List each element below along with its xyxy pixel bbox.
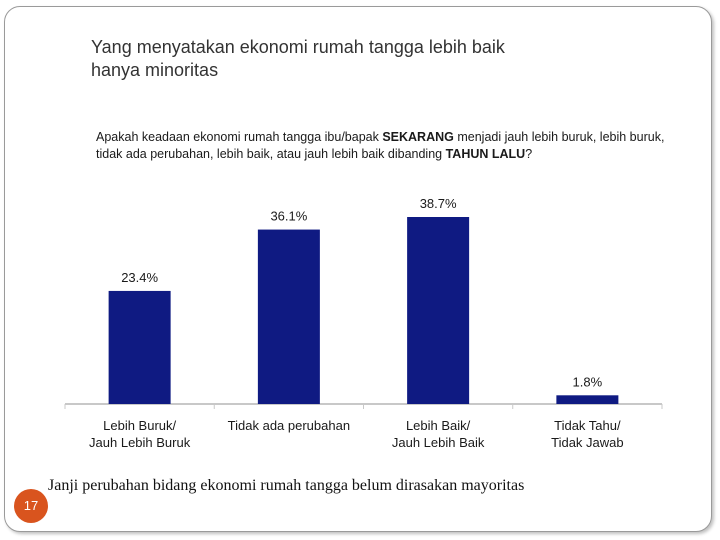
slide-title: Yang menyatakan ekonomi rumah tangga leb… [91,36,651,82]
category-tick-label: Tidak Jawab [551,435,624,450]
category-tick-label: Lebih Buruk/ [103,418,176,433]
bar-value-label: 1.8% [573,374,603,389]
bar-value-label: 38.7% [420,196,457,211]
question-emphasis-last-year: TAHUN LALU [445,147,526,161]
category-tick-label: Jauh Lebih Baik [392,435,485,450]
question-part-3: ? [525,147,533,161]
question-emphasis-now: SEKARANG [382,130,454,144]
category-tick-label: Jauh Lebih Buruk [89,435,191,450]
slide-title-line-2: hanya minoritas [91,60,219,80]
category-tick-label: Tidak ada perubahan [228,418,350,433]
page-number-badge: 17 [14,489,48,523]
slide-frame [4,6,712,532]
bar [407,217,470,404]
category-tick-label: Lebih Baik/ [406,418,471,433]
survey-question: Apakah keadaan ekonomi rumah tangga ibu/… [96,129,676,163]
bar [556,395,619,404]
bar-value-label: 36.1% [270,209,307,224]
slide-title-line-1: Yang menyatakan ekonomi rumah tangga leb… [91,37,505,57]
question-part-2: menjadi jauh lebih buruk, lebih buruk, t… [96,130,665,161]
footnote: Janji perubahan bidang ekonomi rumah tan… [48,477,525,494]
bar [257,229,320,404]
question-part-1: Apakah keadaan ekonomi rumah tangga ibu/… [96,130,383,144]
category-tick-label: Tidak Tahu/ [554,418,621,433]
bar [108,290,171,404]
bar-value-label: 23.4% [121,270,158,285]
